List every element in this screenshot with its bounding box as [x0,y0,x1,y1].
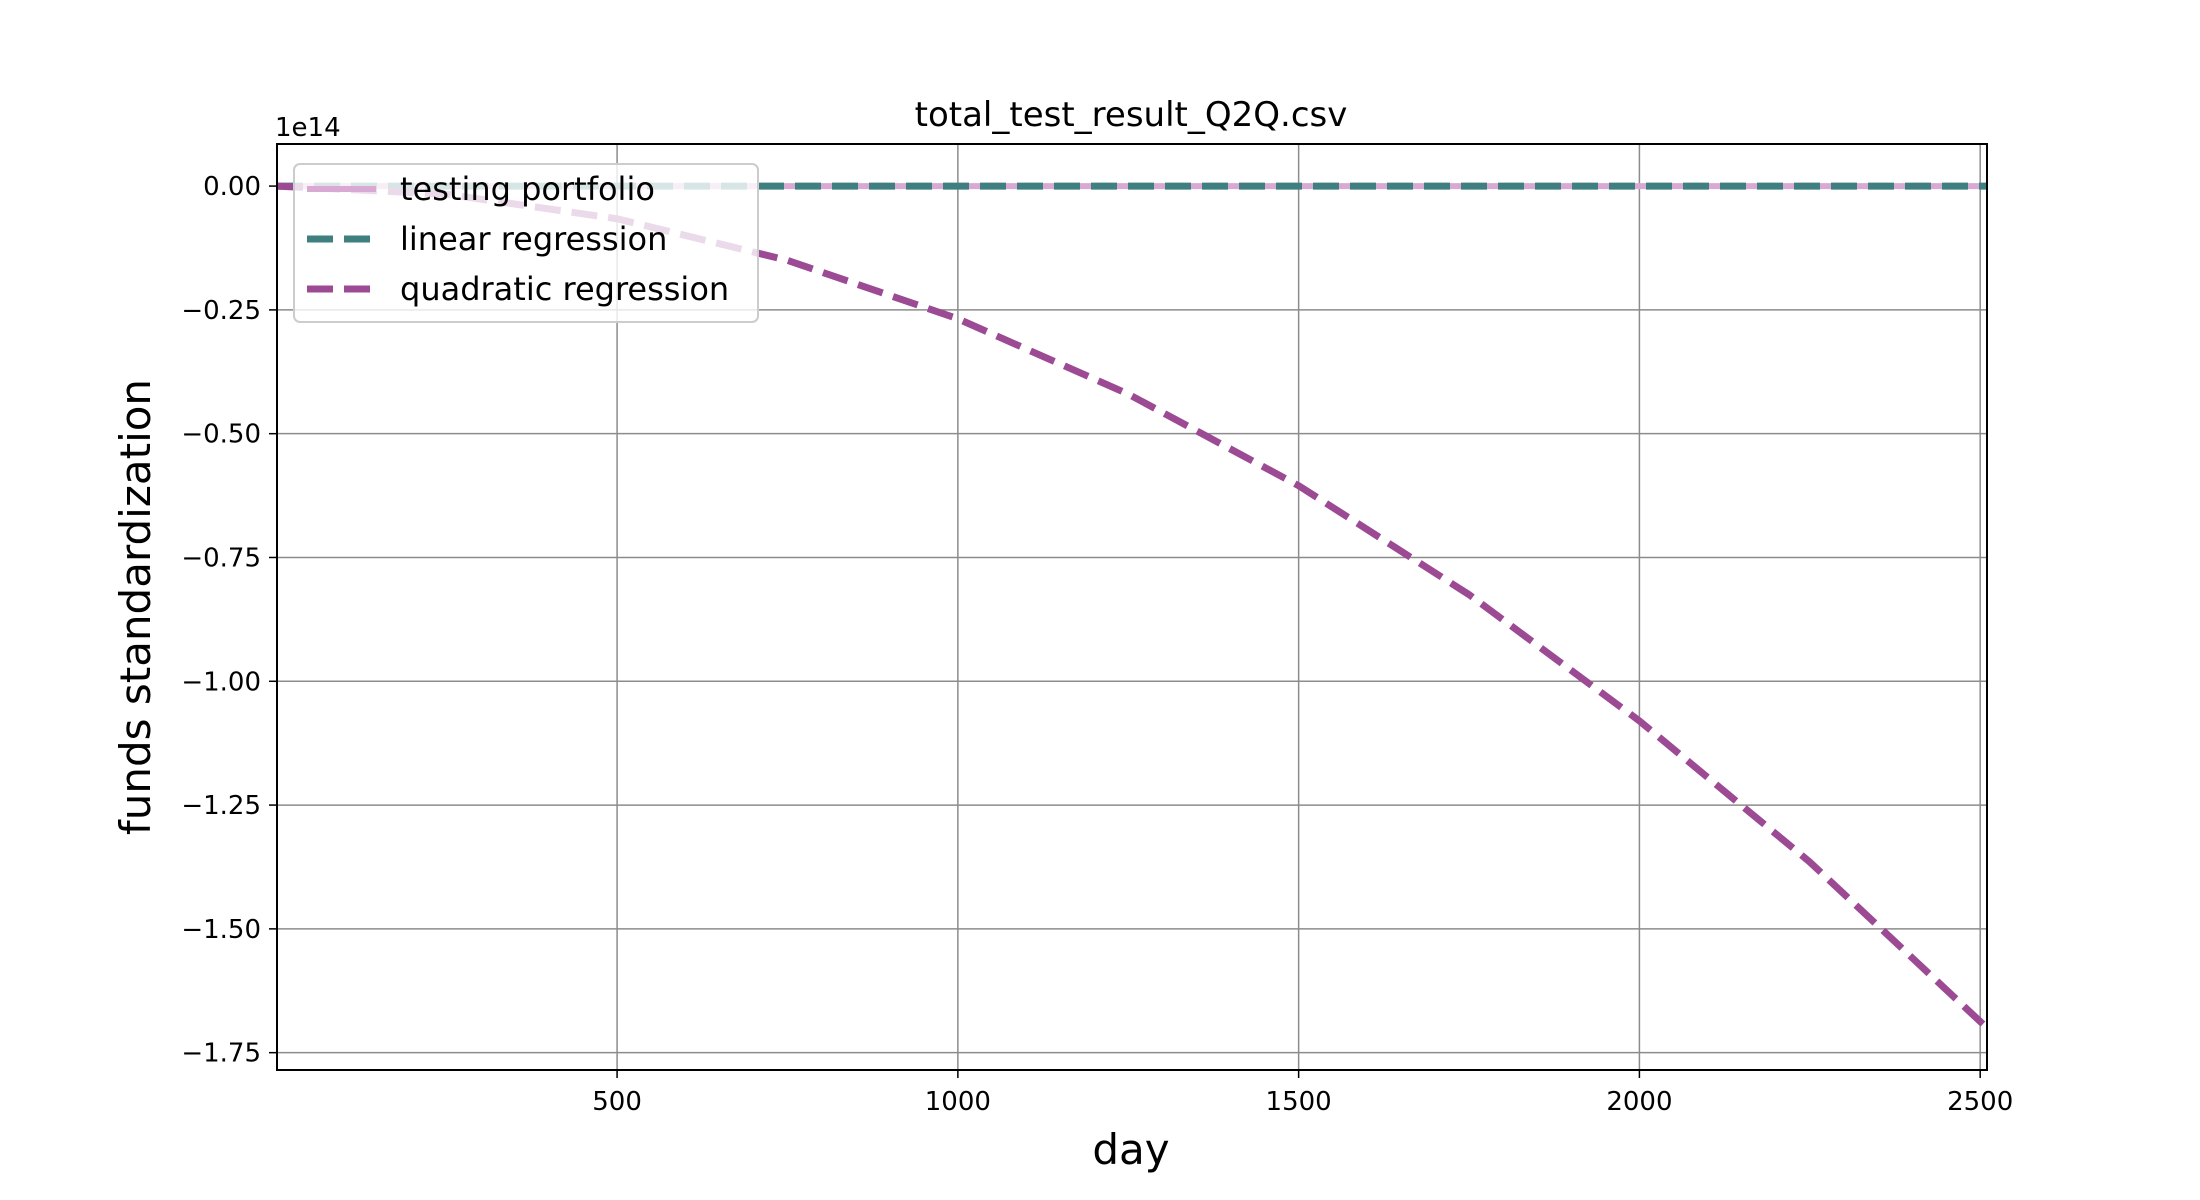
x-tick-label: 500 [592,1087,642,1117]
legend: testing portfolio linear regression quadra… [293,163,759,323]
y-tick-label: −1.75 [181,1039,261,1069]
y-tick-label: −1.00 [181,667,261,697]
y-axis: 0.00 −0.25 −0.50 −0.75 −1.00 −1.25 −1.50 −1.75 [181,172,277,1069]
chart-title: total_test_result_Q2Q.csv [915,95,1348,135]
legend-label: quadratic regression [400,270,729,308]
y-tick-label: −0.75 [181,543,261,573]
y-tick-label: 0.00 [203,172,261,202]
x-tick-label: 1500 [1266,1087,1332,1117]
x-tick-label: 2000 [1606,1087,1672,1117]
y-offset-label: 1e14 [275,113,341,143]
y-tick-label: −0.25 [181,296,261,326]
plot-frame [276,143,1988,1071]
grid [277,144,1987,1070]
x-axis-title: day [1092,1125,1169,1174]
y-axis-title: funds standardization [111,379,160,835]
legend-label: testing portfolio [400,170,655,208]
y-tick-label: −0.50 [181,420,261,450]
x-axis: 500 1000 1500 2000 2500 [592,1070,2013,1117]
y-tick-label: −1.50 [181,915,261,945]
x-tick-label: 1000 [925,1087,991,1117]
x-tick-label: 2500 [1947,1087,2013,1117]
y-tick-label: −1.25 [181,791,261,821]
legend-label: linear regression [400,220,667,258]
legend-box [293,163,759,323]
